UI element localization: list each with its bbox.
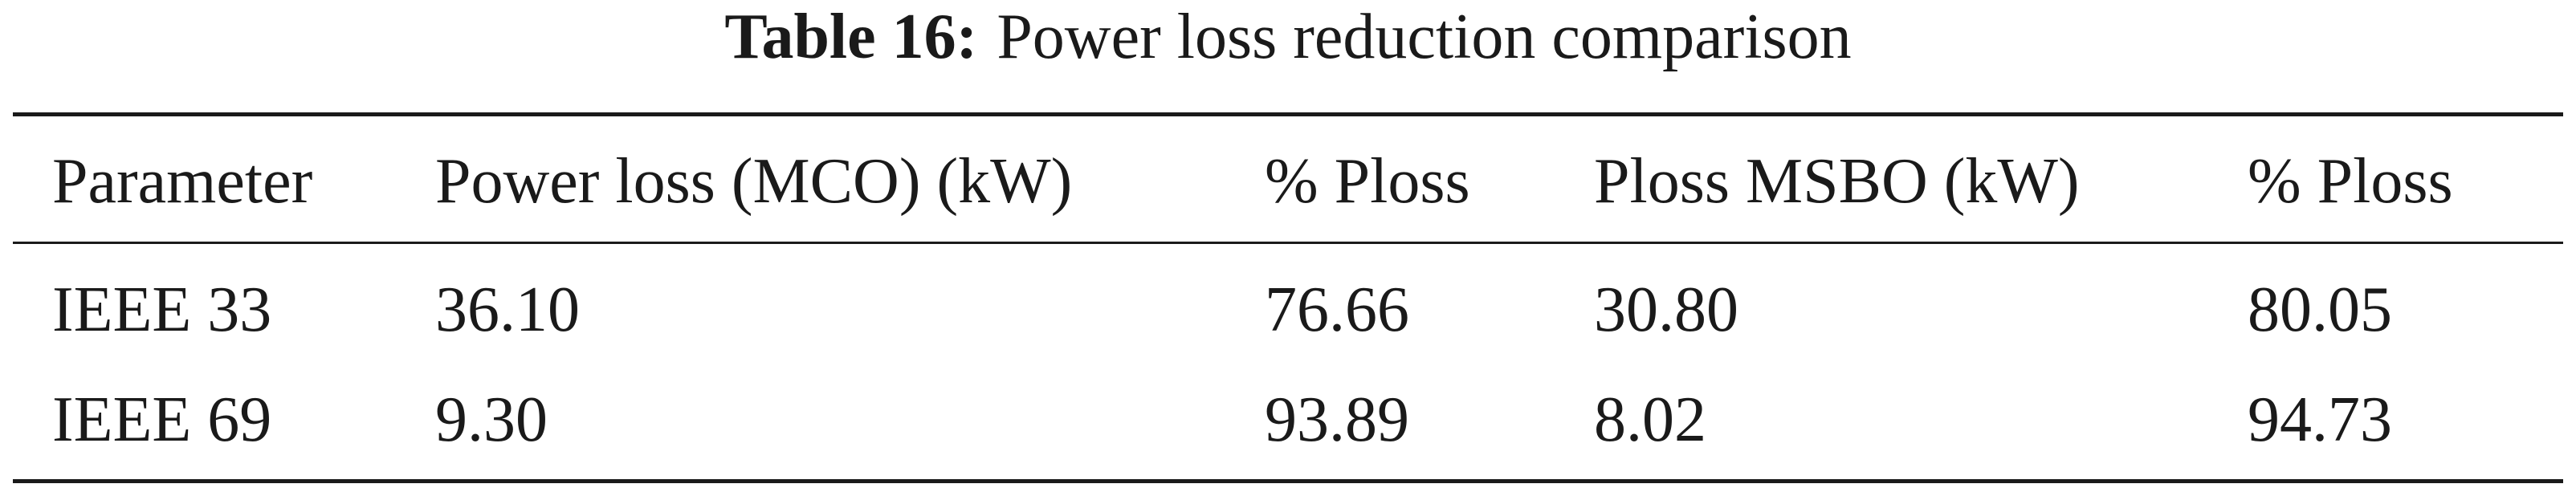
table-cell: 8.02 [1594, 384, 1706, 455]
header-cell: Power loss (MCO) (kW) [435, 146, 1073, 217]
table-cell: 76.66 [1265, 274, 1409, 345]
table-cell: IEEE 69 [52, 384, 272, 455]
top-rule [13, 112, 2563, 116]
table-cell: 36.10 [435, 274, 580, 345]
header-cell: Parameter [52, 146, 313, 217]
table-cell: 80.05 [2248, 274, 2392, 345]
header-cell: Ploss MSBO (kW) [1594, 146, 2080, 217]
caption-text: Power loss reduction comparison [997, 2, 1852, 72]
table-cell: 9.30 [435, 384, 548, 455]
header-cell: % Ploss [1265, 146, 1470, 217]
table-cell: 93.89 [1265, 384, 1409, 455]
mid-rule [13, 242, 2563, 244]
bottom-rule [13, 479, 2563, 483]
table-cell: 94.73 [2248, 384, 2392, 455]
header-cell: % Ploss [2248, 146, 2453, 217]
caption: Table 16: Power loss reduction comparison [0, 0, 2576, 74]
table-cell: IEEE 33 [52, 274, 272, 345]
caption-label: Table 16: [724, 2, 978, 72]
table-cell: 30.80 [1594, 274, 1738, 345]
